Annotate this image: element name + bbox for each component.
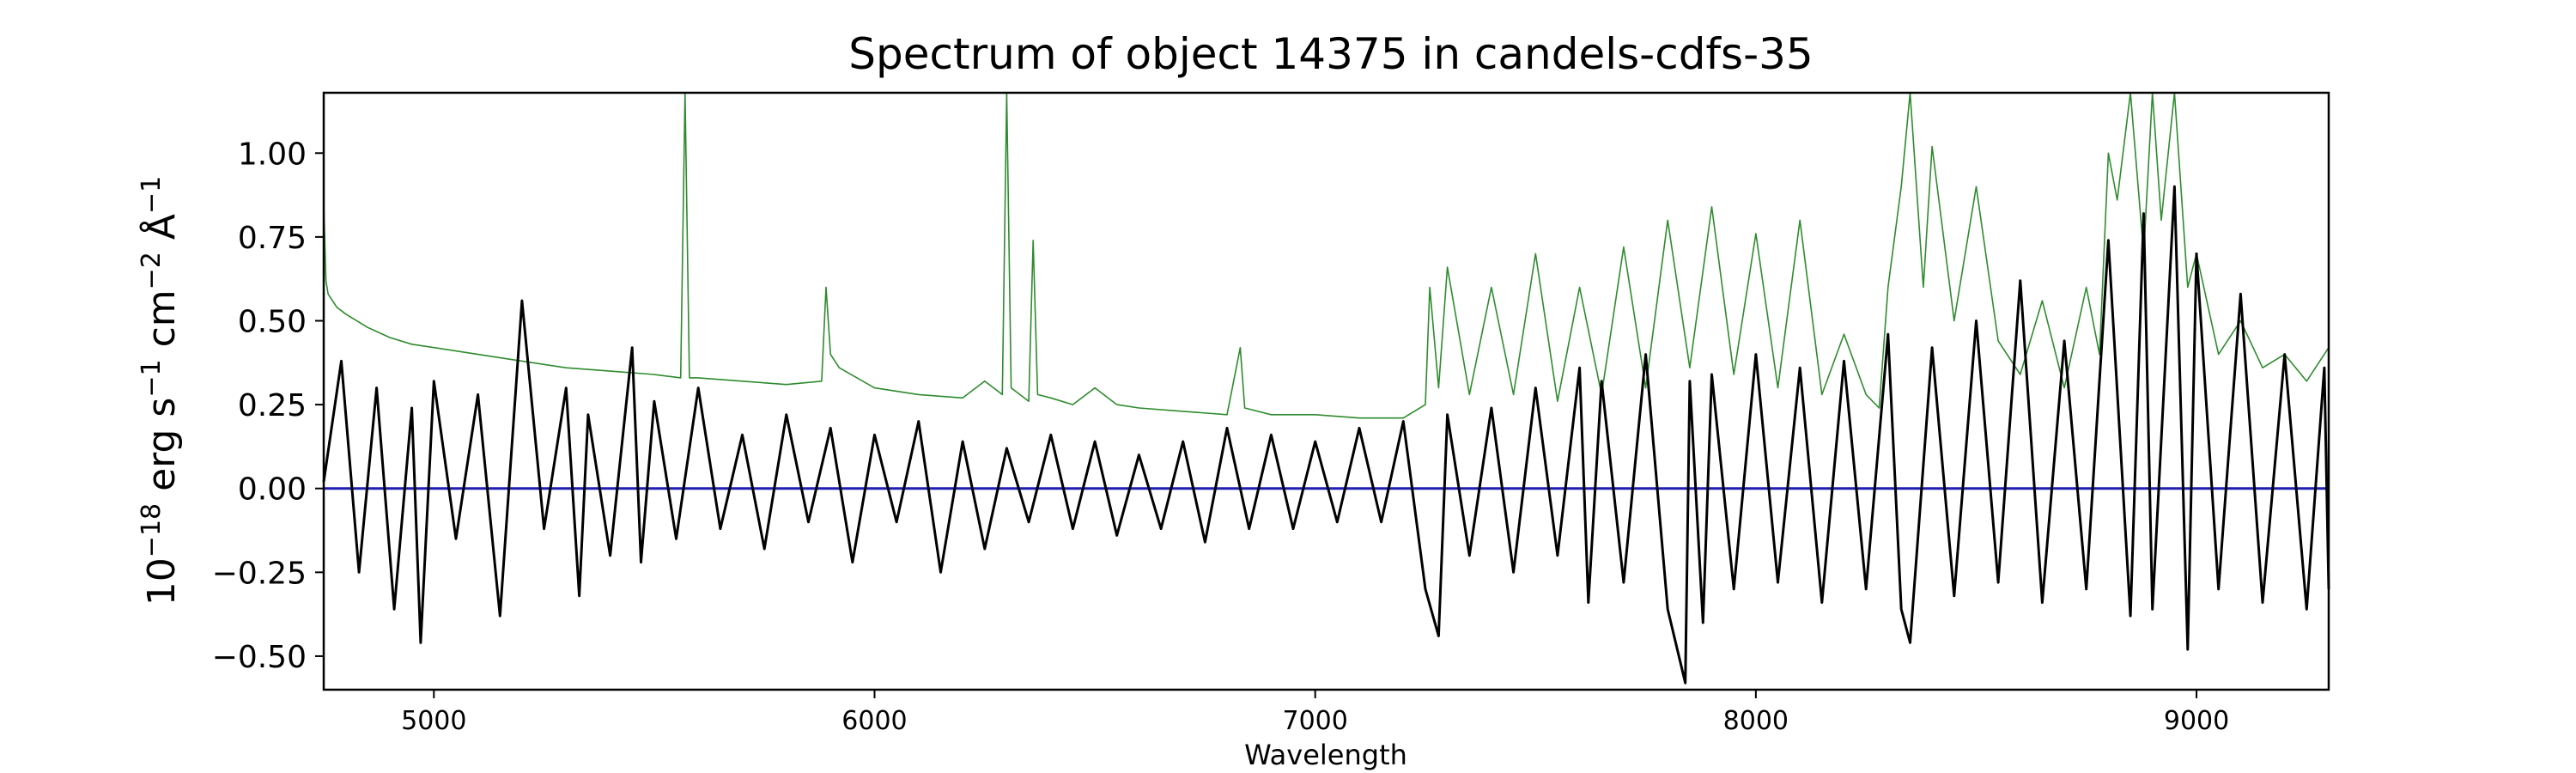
y-tick-label: 0.25 [238, 388, 307, 423]
y-tick-label: −0.25 [212, 556, 307, 591]
series-flux-path [322, 185, 2330, 685]
chart-title: Spectrum of object 14375 in candels-cdfs… [848, 29, 1814, 79]
y-label-exp2: −1 [137, 359, 167, 397]
y-tick-label: 0.00 [238, 472, 307, 508]
y-label-unit1: erg s [140, 398, 184, 503]
series-error-path [323, 92, 2330, 419]
x-axis-label: Wavelength [1244, 739, 1407, 771]
y-tick-label: 1.00 [238, 137, 307, 172]
y-label-unit3: Å [138, 214, 184, 252]
y-label-exp4: −1 [137, 176, 167, 214]
x-axis: 5000 6000 7000 8000 9000 [401, 690, 2229, 736]
y-tick-label: −0.50 [212, 640, 307, 675]
y-label-unit2: cm [140, 289, 184, 359]
x-tick-label: 8000 [1723, 706, 1789, 736]
y-tick-label: 0.50 [238, 305, 307, 340]
y-axis-label: 10−18 erg s−1 cm−2 Å−1 [137, 176, 185, 606]
series-error-line [323, 92, 2330, 419]
series-flux-line [322, 185, 2330, 685]
x-tick-label: 6000 [841, 706, 907, 736]
y-label-exp1: −18 [137, 503, 167, 557]
y-tick-label: 0.75 [238, 221, 307, 256]
y-label-exp3: −2 [137, 252, 167, 289]
plot-frame [322, 91, 2330, 691]
plot-area [322, 92, 2330, 685]
y-label-base: 10 [140, 557, 184, 606]
x-tick-label: 5000 [401, 706, 466, 736]
x-tick-label: 9000 [2164, 706, 2229, 736]
x-tick-label: 7000 [1282, 706, 1347, 736]
y-axis: −0.50 −0.25 0.00 0.25 0.50 0.75 1.00 [212, 137, 324, 675]
